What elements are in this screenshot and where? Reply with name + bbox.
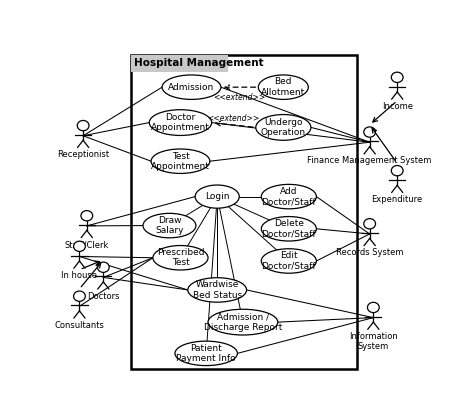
Circle shape xyxy=(367,302,379,313)
Text: Income: Income xyxy=(382,102,413,111)
Text: Draw
Salary: Draw Salary xyxy=(155,216,184,235)
Text: Hospital Management: Hospital Management xyxy=(134,59,264,69)
Text: Edit
Doctor/Staff: Edit Doctor/Staff xyxy=(262,251,316,271)
Circle shape xyxy=(77,120,89,131)
Ellipse shape xyxy=(195,185,239,208)
Ellipse shape xyxy=(208,309,278,335)
Text: Test
Appointment: Test Appointment xyxy=(151,151,210,171)
Text: Information
System: Information System xyxy=(349,332,398,351)
Text: Admission /
Discharge Report: Admission / Discharge Report xyxy=(204,312,282,332)
Text: Expenditure: Expenditure xyxy=(372,195,423,204)
Ellipse shape xyxy=(153,245,208,270)
Text: In house: In house xyxy=(62,270,98,280)
Text: Consultants: Consultants xyxy=(55,321,104,329)
Ellipse shape xyxy=(143,213,196,238)
Bar xyxy=(131,55,228,72)
Ellipse shape xyxy=(149,110,212,135)
Circle shape xyxy=(73,241,85,252)
Ellipse shape xyxy=(188,278,246,302)
Text: Records System: Records System xyxy=(336,248,403,257)
Ellipse shape xyxy=(261,249,316,273)
Ellipse shape xyxy=(256,115,311,140)
Ellipse shape xyxy=(261,217,316,241)
Ellipse shape xyxy=(261,184,316,209)
Circle shape xyxy=(73,291,85,301)
Text: <<extend>>: <<extend>> xyxy=(208,115,260,123)
Text: Wardwise
Bed Status: Wardwise Bed Status xyxy=(192,280,242,300)
Circle shape xyxy=(392,72,403,82)
Text: Bed
Allotment: Bed Allotment xyxy=(261,77,305,97)
Ellipse shape xyxy=(151,149,210,173)
Text: Finance Management System: Finance Management System xyxy=(308,156,432,166)
Text: Doctor
Appointment: Doctor Appointment xyxy=(151,113,210,132)
Text: Staff/Clerk: Staff/Clerk xyxy=(64,240,109,249)
Circle shape xyxy=(392,166,403,176)
Ellipse shape xyxy=(162,75,221,99)
Ellipse shape xyxy=(258,75,308,99)
Circle shape xyxy=(364,127,375,137)
Text: Delete
Doctor/Staff: Delete Doctor/Staff xyxy=(262,219,316,239)
Text: Receptionist: Receptionist xyxy=(57,150,109,159)
Text: Add
Doctor/Staff: Add Doctor/Staff xyxy=(262,187,316,206)
Bar xyxy=(131,55,357,369)
Text: <<extend>>: <<extend>> xyxy=(213,93,266,102)
Circle shape xyxy=(364,219,375,229)
Text: Admission: Admission xyxy=(168,83,215,92)
Circle shape xyxy=(81,211,93,221)
Ellipse shape xyxy=(175,341,237,366)
Text: Patient
Payment Info: Patient Payment Info xyxy=(176,344,236,363)
Text: Undergo
Operation: Undergo Operation xyxy=(261,118,306,137)
Text: Prescribed
Test: Prescribed Test xyxy=(157,248,204,268)
Text: Doctors: Doctors xyxy=(87,292,119,301)
Circle shape xyxy=(98,262,109,273)
Text: Login: Login xyxy=(205,192,229,201)
